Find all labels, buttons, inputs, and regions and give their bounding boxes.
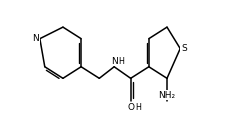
Text: N: N xyxy=(32,34,39,43)
Text: S: S xyxy=(181,44,187,53)
Text: H: H xyxy=(135,103,141,112)
Text: N: N xyxy=(111,57,117,66)
Text: NH₂: NH₂ xyxy=(158,91,176,100)
Text: H: H xyxy=(118,57,124,66)
Text: O: O xyxy=(127,103,134,112)
